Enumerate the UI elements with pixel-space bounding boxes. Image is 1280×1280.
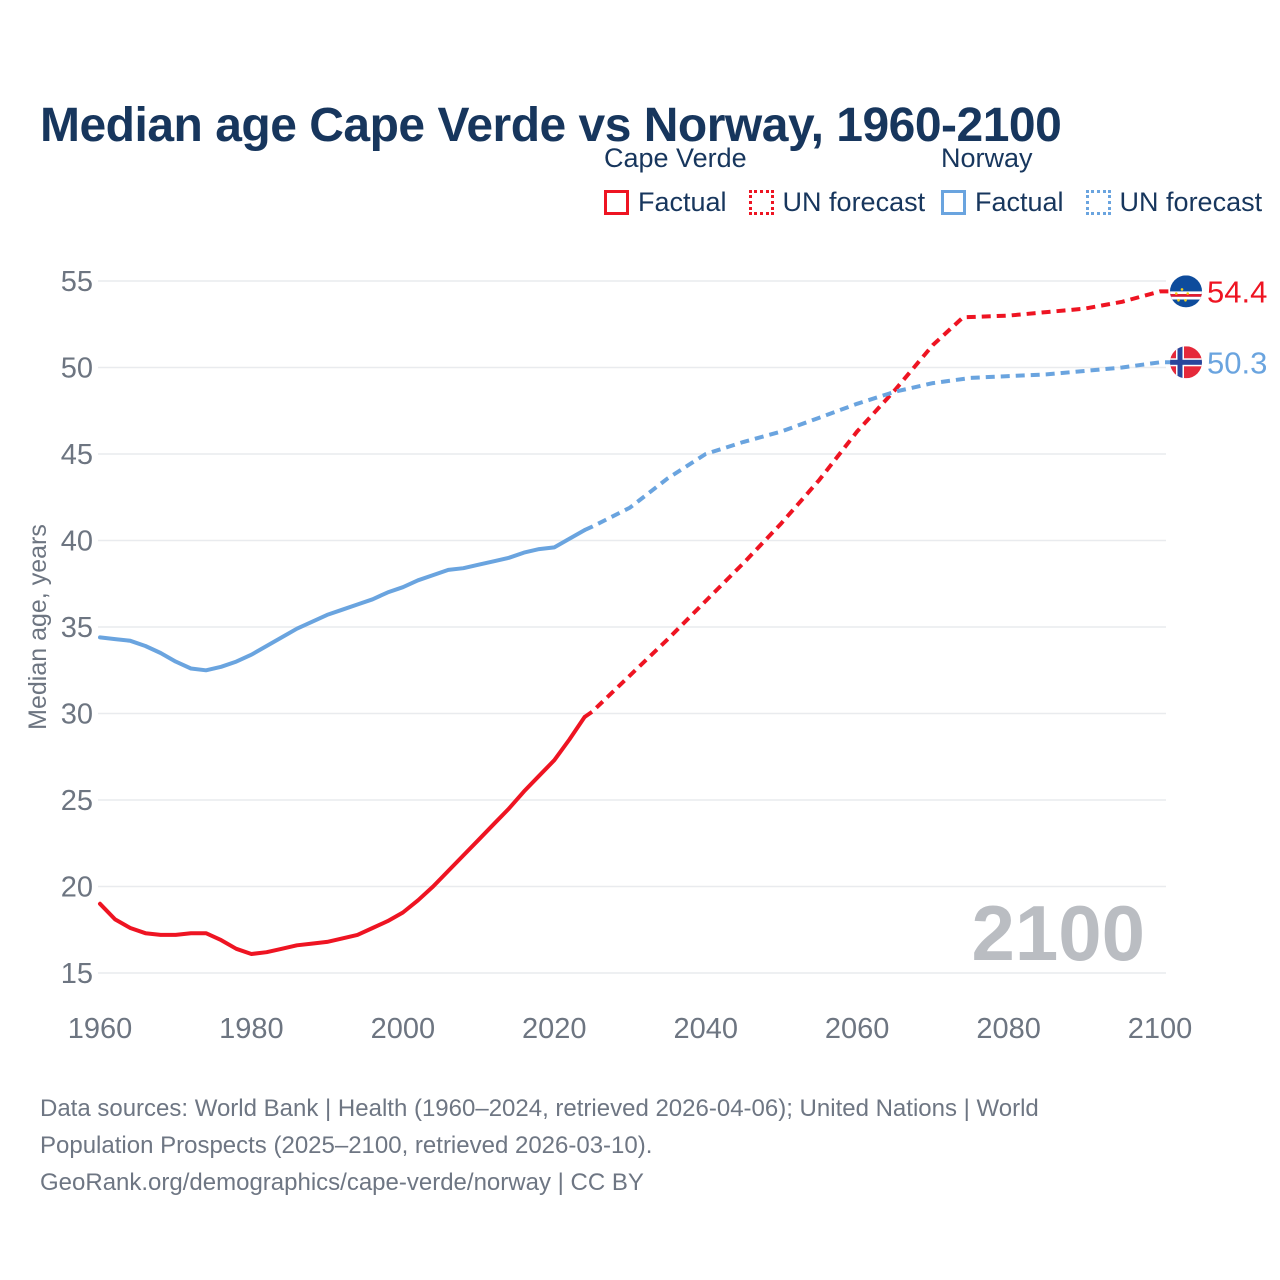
x-tick-label: 2040: [673, 1013, 738, 1045]
x-tick-label: 2100: [1128, 1013, 1193, 1045]
footer-data-sources-line-1: Data sources: World Bank | Health (1960–…: [40, 1095, 1039, 1122]
x-tick-label: 2000: [371, 1013, 436, 1045]
x-tick-label: 2020: [522, 1013, 587, 1045]
cape-verde-factual-label: Factual: [638, 187, 727, 217]
norway-factual-swatch-icon: [941, 190, 966, 215]
y-tick-label: 30: [61, 699, 93, 731]
x-tick-label: 1960: [68, 1013, 133, 1045]
x-tick-label: 2060: [825, 1013, 890, 1045]
norway-flag-icon: [1170, 346, 1202, 379]
legend-group-cape-verde: Cape Verde Factual UN forecast: [604, 143, 925, 218]
footer-attribution: GeoRank.org/demographics/cape-verde/norw…: [40, 1169, 644, 1196]
norway-end-value-label: 50.3: [1207, 345, 1267, 380]
norway-factual-label: Factual: [975, 187, 1064, 217]
watermark-year: 2100: [971, 889, 1145, 977]
y-tick-label: 50: [61, 353, 93, 385]
y-tick-label: 25: [61, 785, 93, 817]
legend-title-norway: Norway: [941, 143, 1033, 173]
norway-forecast-line: [583, 360, 1173, 532]
cape-verde-forecast-swatch-icon: [748, 190, 774, 215]
x-tick-label: 1980: [219, 1013, 284, 1045]
y-tick-label: 35: [61, 612, 93, 644]
cape-verde-forecast-label: UN forecast: [782, 187, 926, 217]
y-tick-label: 20: [61, 872, 93, 904]
cape-verde-factual-line: [98, 715, 587, 956]
legend-title-cape-verde: Cape Verde: [604, 143, 747, 173]
page-title: Median age Cape Verde vs Norway, 1960-21…: [40, 99, 1062, 153]
norway-factual-line: [98, 528, 587, 673]
norway-forecast-label: UN forecast: [1119, 187, 1263, 217]
y-tick-label: 55: [61, 266, 93, 298]
x-tick-label: 2080: [976, 1013, 1041, 1045]
y-tick-label: 40: [61, 526, 93, 558]
footer: Data sources: World Bank | Health (1960–…: [40, 1090, 1039, 1201]
cape-verde-forecast-line: [583, 289, 1173, 719]
cape-verde-end-value-label: 54.4: [1207, 274, 1267, 309]
footer-data-sources-line-2: Population Prospects (2025–2100, retriev…: [40, 1132, 653, 1159]
y-tick-label: 45: [61, 439, 93, 471]
norway-forecast-swatch-icon: [1085, 190, 1111, 215]
cape-verde-factual-swatch-icon: [604, 190, 629, 215]
legend-group-norway: Norway Factual UN forecast: [941, 143, 1262, 218]
cape-verde-flag-icon: [1170, 275, 1202, 308]
y-tick-label: 15: [61, 958, 93, 990]
y-axis-title: Median age, years: [24, 524, 52, 730]
